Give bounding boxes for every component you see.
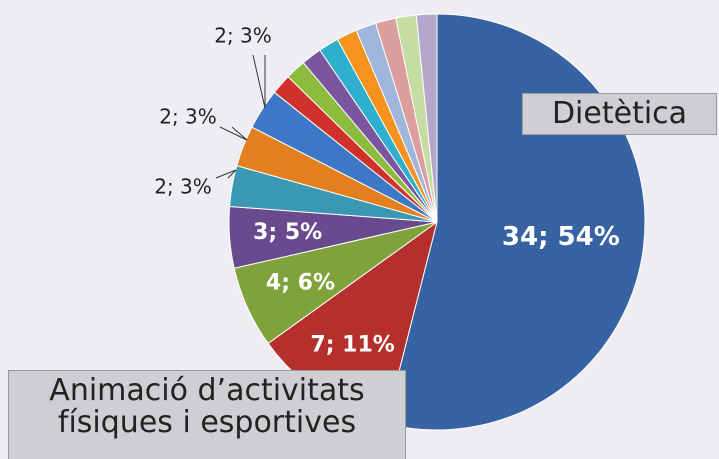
data-label: 2; 3%	[154, 175, 212, 199]
leader-line	[219, 126, 248, 141]
data-label: 2; 3%	[159, 105, 217, 129]
data-label: 3; 5%	[253, 220, 322, 245]
data-label: 4; 6%	[266, 271, 335, 296]
data-label: 7; 11%	[310, 333, 394, 358]
data-label: 34; 54%	[502, 222, 620, 252]
annotation: Animació d’activitats físiques i esporti…	[8, 370, 406, 459]
annotation: Dietètica	[522, 93, 717, 135]
pie-slice	[415, 13, 438, 223]
leader-line	[252, 54, 266, 109]
leader-line	[215, 169, 237, 179]
data-label: 2; 3%	[214, 24, 272, 48]
